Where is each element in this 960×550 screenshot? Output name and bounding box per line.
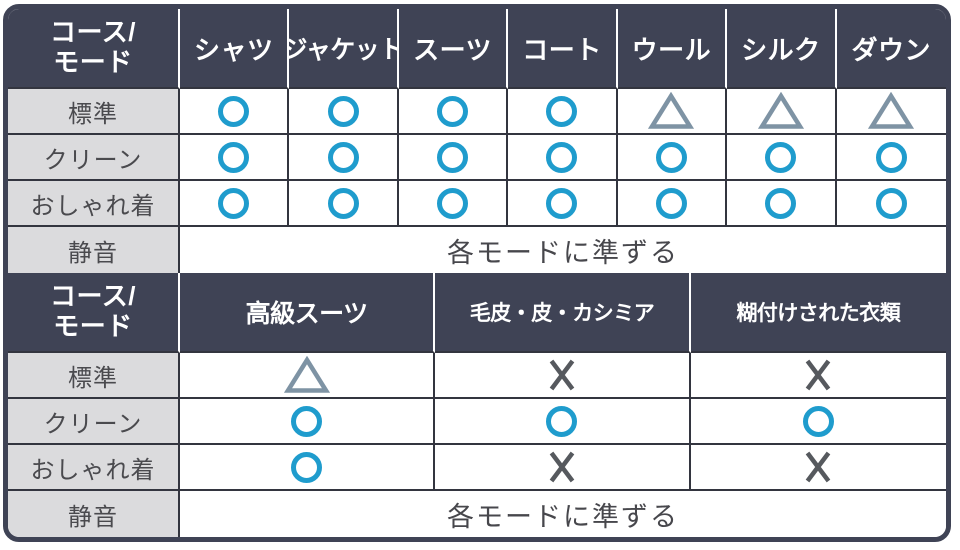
symbol-cell [435,399,691,445]
row-label-cell: クリーン [8,399,180,445]
column-header-cell: シャツ [180,9,290,89]
symbol-cell [727,181,837,227]
circle-icon [545,405,578,438]
circle-icon [327,95,360,128]
circle-icon [217,95,250,128]
symbol-cell [727,89,837,135]
corner-header-cell: コース/モード [8,273,180,353]
table-section-1: コース/モード シャツ ジャケット スーツ コート ウール シルク ダウン 標準 クリーン おしゃれ… [8,9,946,273]
row-label-cell: おしゃれ着 [8,445,180,491]
symbol-cell [727,135,837,181]
circle-icon [436,141,469,174]
corner-label-line: コース/ [50,17,136,48]
triangle-icon [757,92,804,130]
circle-icon [875,187,908,220]
column-header-cell: 高級スーツ [180,273,436,353]
symbol-cell [180,135,290,181]
circle-icon [764,187,797,220]
row-label-cell: 標準 [8,353,180,399]
symbol-cell [690,399,946,445]
symbol-cell [398,181,509,227]
symbol-cell [435,445,691,491]
symbol-cell [398,135,509,181]
row-label-cell: 静音 [8,227,180,273]
symbol-cell [508,181,618,227]
table-section-2: コース/モード 高級スーツ 毛皮・皮・カシミア 糊付けされた衣類 標準 クリーン おしゃれ着… [8,273,946,537]
symbol-cell [435,353,691,399]
corner-label-line: モード [53,311,133,341]
course-mode-table: コース/モード シャツ ジャケット スーツ コート ウール シルク ダウン 標準 クリーン おしゃれ… [3,4,951,542]
corner-header-cell: コース/モード [8,9,180,89]
cross-icon [803,449,833,485]
circle-icon [545,141,578,174]
symbol-cell [508,135,618,181]
column-header-cell: ジャケット [289,9,399,89]
circle-icon [217,187,250,220]
symbol-cell [289,89,399,135]
triangle-icon [283,356,330,394]
corner-label-line: モード [53,47,133,77]
circle-icon [655,187,688,220]
circle-icon [802,405,835,438]
triangle-icon [648,92,695,130]
symbol-cell [617,135,728,181]
circle-icon [764,141,797,174]
symbol-cell [180,89,290,135]
row-label-cell: クリーン [8,135,180,181]
row-label-cell: おしゃれ着 [8,181,180,227]
row-label-cell: 標準 [8,89,180,135]
symbol-cell [180,445,436,491]
symbol-cell [289,135,399,181]
corner-label-line: コース/ [50,281,136,312]
circle-icon [290,405,323,438]
symbol-cell [836,135,946,181]
symbol-cell [617,181,728,227]
symbol-cell [690,353,946,399]
column-header-cell: ウール [617,9,728,89]
symbol-cell [508,89,618,135]
column-header-cell: コート [508,9,618,89]
cross-icon [547,449,577,485]
symbol-cell [836,181,946,227]
circle-icon [327,141,360,174]
column-header-cell: ダウン [836,9,946,89]
symbol-cell [398,89,509,135]
symbol-cell [180,353,436,399]
column-header-cell: 糊付けされた衣類 [690,273,946,353]
symbol-cell [289,181,399,227]
span-note-cell: 各モードに準ずる [180,227,946,273]
circle-icon [290,451,323,484]
circle-icon [436,95,469,128]
circle-icon [327,187,360,220]
row-label-cell: 静音 [8,491,180,537]
cross-icon [803,357,833,393]
column-header-cell: シルク [727,9,837,89]
column-header-cell: スーツ [398,9,509,89]
circle-icon [436,187,469,220]
circle-icon [217,141,250,174]
circle-icon [875,141,908,174]
circle-icon [545,95,578,128]
column-header-cell: 毛皮・皮・カシミア [435,273,691,353]
symbol-cell [180,181,290,227]
symbol-cell [690,445,946,491]
triangle-icon [868,92,915,130]
symbol-cell [180,399,436,445]
symbol-cell [836,89,946,135]
symbol-cell [617,89,728,135]
circle-icon [655,141,688,174]
span-note-cell: 各モードに準ずる [180,491,946,537]
circle-icon [545,187,578,220]
cross-icon [547,357,577,393]
